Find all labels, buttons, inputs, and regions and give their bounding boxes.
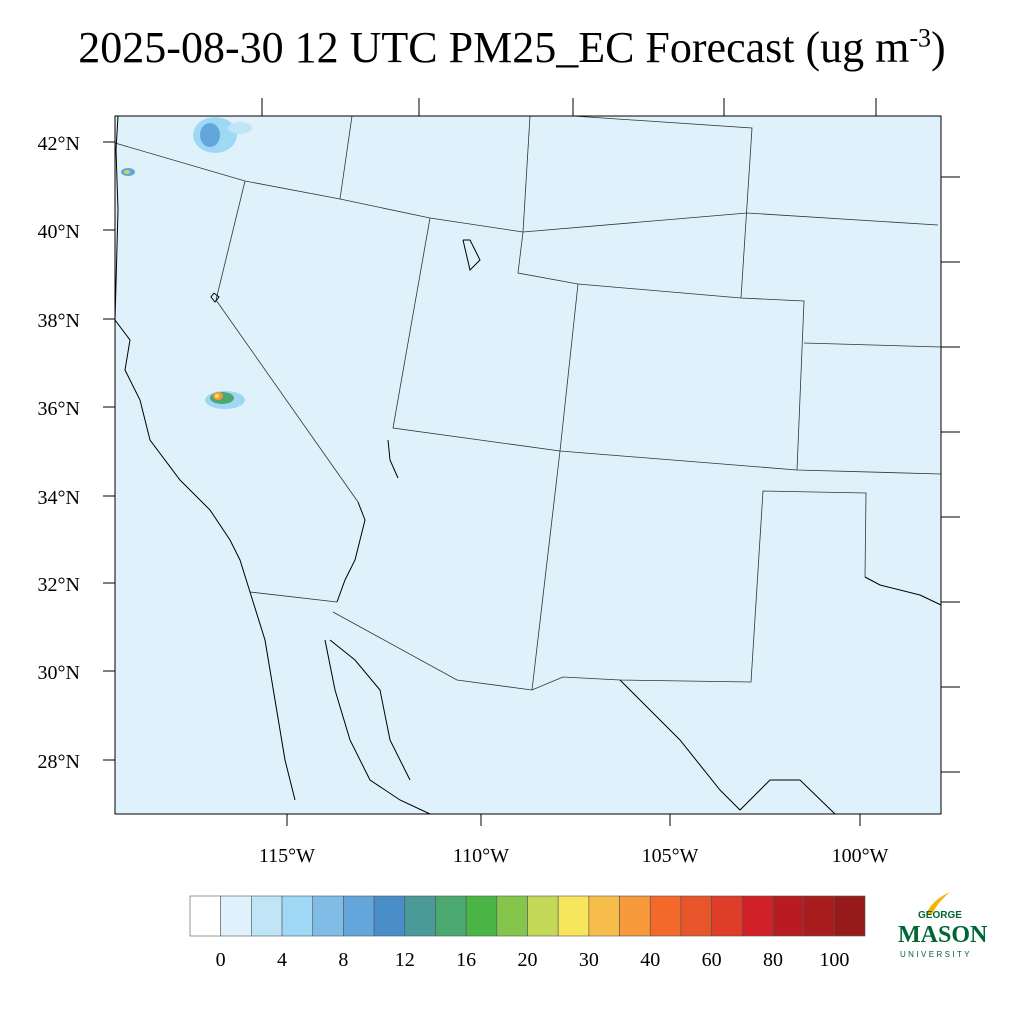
lat-label: 34°N (38, 487, 80, 509)
colorbar (189, 895, 866, 937)
colorbar-box (803, 895, 835, 937)
colorbar-label: 40 (640, 949, 660, 971)
colorbar-box (711, 895, 743, 937)
lat-label: 30°N (38, 662, 80, 684)
title-text: 2025-08-30 12 UTC PM25_EC Forecast (ug m (78, 23, 910, 72)
colorbar-box (312, 895, 344, 937)
lon-label: 110°W (453, 845, 509, 867)
colorbar-label: 4 (277, 949, 287, 971)
colorbar-box (834, 895, 866, 937)
lat-label: 28°N (38, 751, 80, 773)
colorbar-box (527, 895, 559, 937)
lon-label: 105°W (642, 845, 699, 867)
colorbar-box (680, 895, 712, 937)
colorbar-box (281, 895, 314, 937)
colorbar-box (557, 895, 590, 937)
colorbar-label: 30 (579, 949, 599, 971)
colorbar-label: 100 (819, 949, 849, 971)
colorbar-box (343, 895, 375, 937)
colorbar-box (741, 895, 774, 937)
logo-line-george: GEORGE (918, 910, 962, 921)
lon-label: 100°W (832, 845, 889, 867)
colorbar-box (496, 895, 528, 937)
lat-label: 32°N (38, 574, 80, 596)
logo-flame-icon (926, 892, 950, 914)
colorbar-box (189, 895, 221, 937)
colorbar-label: 0 (216, 949, 226, 971)
title-superscript: -3 (909, 23, 932, 53)
lat-label: 42°N (38, 133, 80, 155)
colorbar-box (649, 895, 682, 937)
colorbar-box (435, 895, 467, 937)
lat-label: 38°N (38, 310, 80, 332)
logo-line-university: UNIVERSITY (900, 950, 973, 959)
colorbar-box (619, 895, 651, 937)
colorbar-label: 80 (763, 949, 783, 971)
colorbar-box (251, 895, 283, 937)
lon-label: 115°W (259, 845, 315, 867)
smoke-plumes (121, 117, 252, 409)
colorbar-labels: 0 4 8 12 16 20 30 40 60 80 100 (216, 949, 850, 971)
lat-labels: 42°N 40°N 38°N 36°N 34°N 32°N 30°N 28°N (38, 133, 80, 773)
lat-label: 36°N (38, 398, 80, 420)
logo-line-mason: MASON (898, 922, 988, 948)
colorbar-label: 8 (338, 949, 348, 971)
colorbar-box (404, 895, 436, 937)
gmu-logo: GEORGE MASON UNIVERSITY (896, 892, 1008, 976)
coastline-rivers (114, 115, 942, 815)
colorbar-label: 20 (518, 949, 538, 971)
colorbar-label: 16 (456, 949, 476, 971)
map-frame (114, 115, 942, 815)
colorbar-box (220, 895, 252, 937)
colorbar-box (772, 895, 804, 937)
lat-label: 40°N (38, 221, 80, 243)
map-title: 2025-08-30 12 UTC PM25_EC Forecast (ug m… (0, 22, 1024, 73)
colorbar-box (373, 895, 406, 937)
colorbar-label: 12 (395, 949, 415, 971)
colorbar-label: 60 (702, 949, 722, 971)
map-area (115, 116, 941, 814)
colorbar-box (465, 895, 498, 937)
colorbar-box (588, 895, 620, 937)
axis-ticks (103, 98, 960, 826)
lon-labels: 115°W 110°W 105°W 100°W (259, 845, 889, 867)
title-close: ) (931, 23, 946, 72)
